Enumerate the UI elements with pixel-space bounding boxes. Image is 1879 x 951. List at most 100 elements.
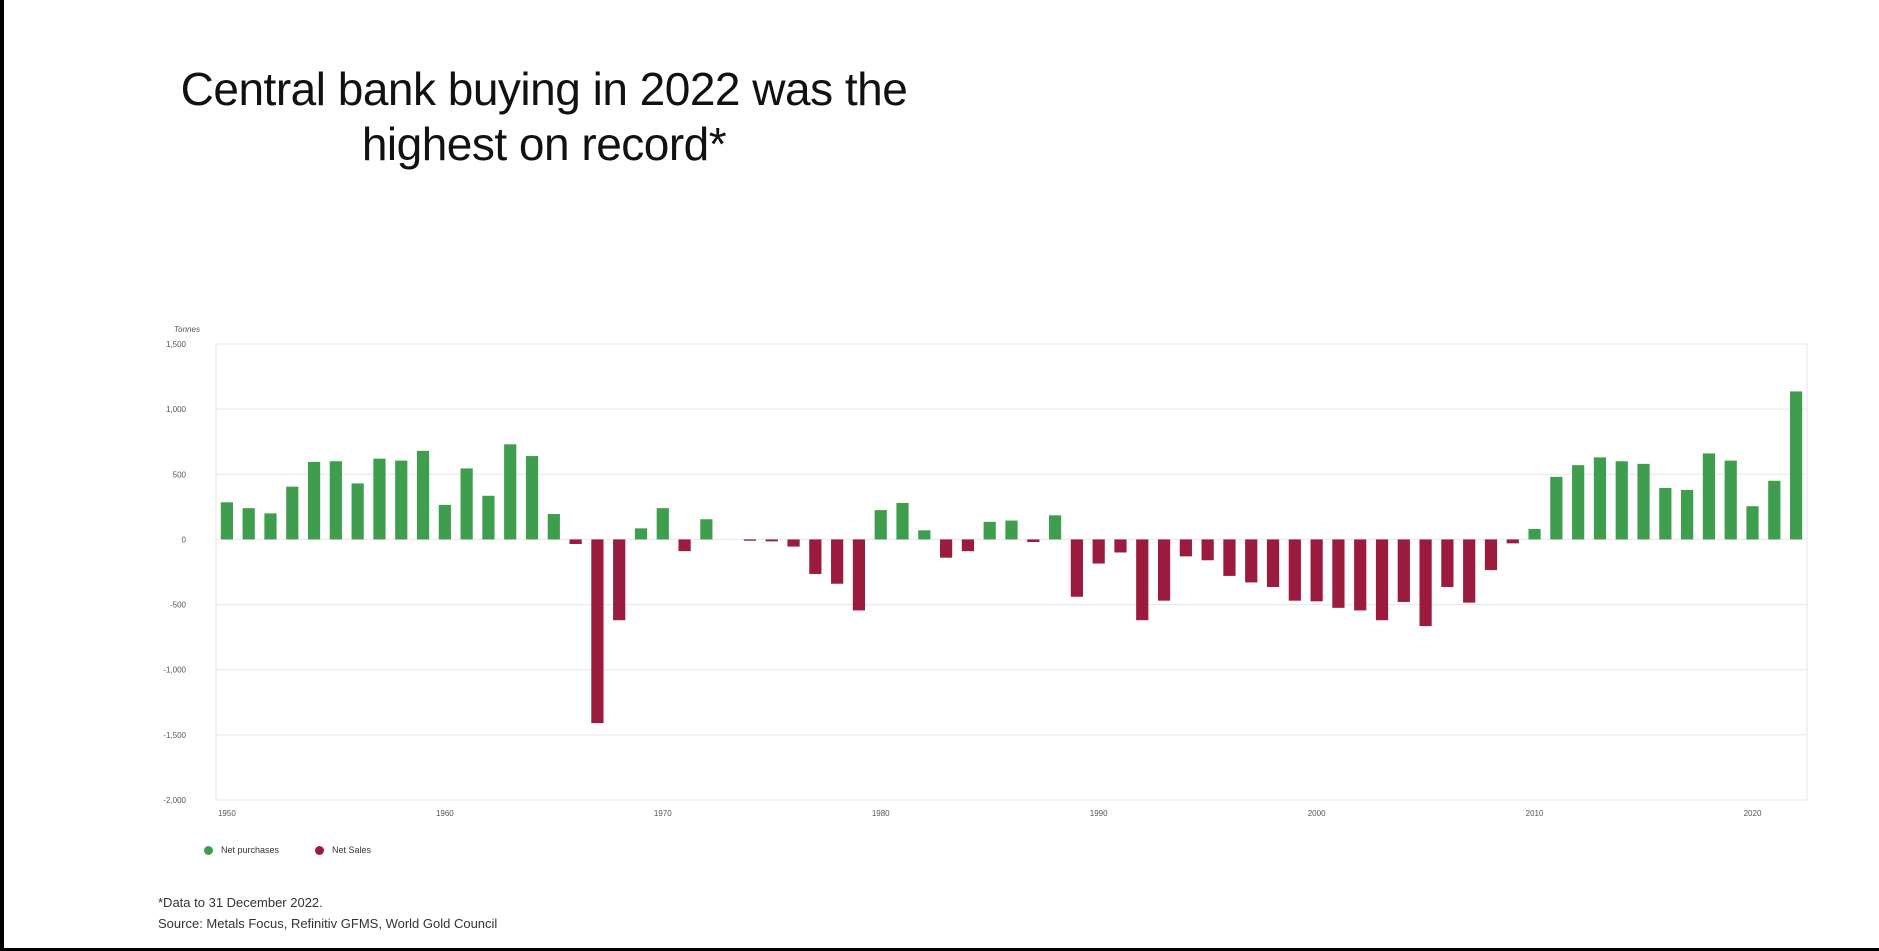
bar-1963 [504,444,517,540]
legend-item-net-sales: Net Sales [315,845,371,855]
bar-1996 [1223,539,1236,576]
bar-1952 [264,513,277,540]
bar-1998 [1266,539,1280,587]
bar-1987 [1027,539,1040,543]
bar-2018 [1702,453,1716,540]
bar-1989 [1070,539,1083,597]
bar-2021 [1768,480,1781,540]
legend-label-net-purchases: Net purchases [221,845,280,855]
bar-1975 [765,539,778,542]
bar-2013 [1593,457,1607,540]
labels-layer: 1,500 1,000 500 0 -500 -1,000 -1,500 -2,000 Tonn… [163,325,1762,818]
bar-2016 [1659,487,1672,540]
bar-1995 [1201,539,1214,561]
x-tick-label: 1960 [436,809,454,818]
bar-2020 [1746,506,1759,540]
grid-layer [215,343,1808,801]
bar-1954 [307,461,321,540]
bar-1991 [1114,539,1127,553]
bar-2001 [1332,539,1345,608]
bar-1992 [1136,539,1149,621]
bar-1974 [743,539,757,541]
bar-1980 [874,510,887,540]
y-tick-label: -1,000 [163,666,186,675]
y-tick-label: -2,000 [163,796,186,805]
bar-2007 [1463,539,1476,603]
bar-1958 [395,460,408,540]
bar-1950 [220,502,233,540]
bar-1955 [329,461,342,540]
bar-1966 [569,539,582,544]
plot-frame [215,343,1808,801]
bar-1985 [983,521,996,540]
bar-1964 [525,456,539,540]
title-line-1: Central bank buying in 2022 was the [180,63,908,115]
bar-1976 [787,539,800,547]
y-tick-label: 1,500 [166,340,187,349]
bar-1982 [918,530,931,540]
bar-1997 [1245,539,1258,583]
y-tick-label: 0 [182,535,187,544]
bar-1956 [351,483,364,540]
bar-1967 [591,539,604,724]
bar-2003 [1375,539,1389,621]
y-tick-label: 1,000 [166,405,187,414]
legend-item-net-purchases: Net purchases [204,845,279,855]
bar-1962 [482,495,495,540]
footnote-block: *Data to 31 December 2022. Source: Metal… [158,892,497,934]
bar-1986 [1005,520,1018,540]
x-tick-label: 1950 [218,809,236,818]
legend-swatch-net-purchases [204,845,213,855]
bar-1999 [1288,539,1301,601]
bar-1990 [1092,539,1105,564]
bar-1965 [547,514,560,540]
bar-1960 [438,504,451,540]
bar-2015 [1637,463,1650,540]
bar-2009 [1506,539,1519,544]
bar-2022 [1790,391,1803,540]
bar-1971 [678,539,691,552]
legend-swatch-net-sales [315,845,325,855]
bar-1959 [416,450,430,540]
y-axis-label: Tonnes [174,325,200,334]
x-tick-label: 2010 [1526,809,1544,818]
x-tick-label: 2000 [1308,809,1326,818]
footnote-text: *Data to 31 December 2022. [158,895,323,910]
bar-1961 [460,468,473,540]
source-text: Source: Metals Focus, Refinitiv GFMS, Wo… [158,916,498,931]
bar-chart: 1,500 1,000 500 0 -500 -1,000 -1,500 -2,000 Tonn… [163,325,1808,818]
bar-2008 [1484,539,1498,571]
x-tick-label: 1970 [654,809,672,818]
bar-1994 [1179,539,1192,557]
legend: Net purchases Net Sales [204,842,407,858]
bar-2019 [1724,460,1737,540]
x-tick-label: 1980 [872,809,890,818]
bar-2002 [1354,539,1367,611]
bar-2006 [1441,539,1454,587]
bar-2011 [1550,476,1563,540]
title-line-2: highest on record* [361,118,727,170]
legend-label-net-sales: Net Sales [332,845,372,855]
bar-2005 [1419,539,1432,627]
bar-2000 [1310,539,1323,602]
bar-1978 [831,539,844,584]
bar-1979 [852,539,866,611]
bar-2012 [1572,465,1585,540]
bar-2010 [1528,529,1541,540]
bar-1968 [613,539,626,621]
bar-1970 [656,508,669,540]
bar-1981 [896,502,909,540]
bar-1988 [1048,515,1062,540]
bar-2014 [1615,461,1628,540]
slide: Central bank buying in 2022 was the high… [4,0,1879,948]
bar-1984 [961,539,975,552]
bar-1983 [940,539,953,558]
bars-layer [220,391,1803,724]
y-tick-label: -1,500 [163,731,186,740]
bar-1969 [634,528,648,540]
bar-2004 [1397,539,1410,602]
x-tick-label: 2020 [1744,809,1762,818]
y-tick-label: -500 [170,601,187,610]
bar-1957 [373,458,386,540]
bar-1977 [809,539,822,574]
